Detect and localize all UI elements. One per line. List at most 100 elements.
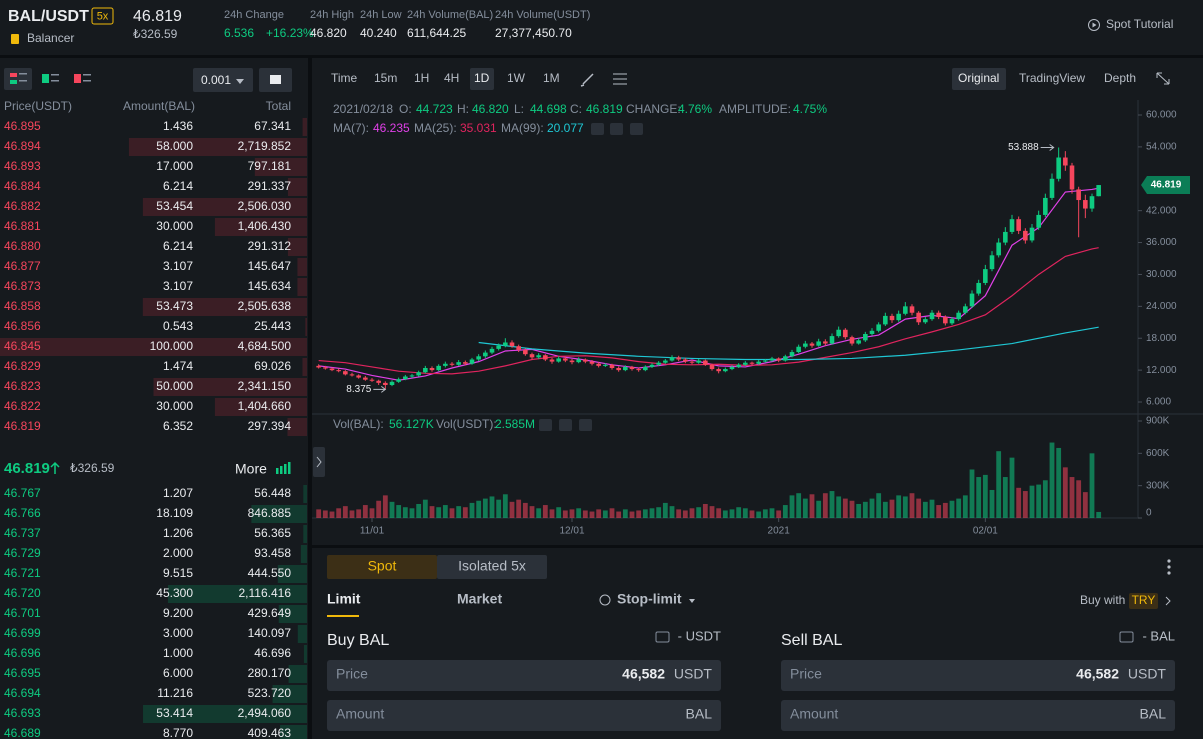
order-amount[interactable]: 6.214 <box>163 179 193 193</box>
currency[interactable]: TRY <box>1132 593 1156 607</box>
order-total[interactable]: 2,494.060 <box>238 706 292 720</box>
order-price[interactable]: 46.699 <box>4 626 41 640</box>
legend-icon[interactable] <box>539 419 552 431</box>
tutorial-link[interactable]: Spot Tutorial <box>1106 17 1173 31</box>
spot-tab[interactable] <box>327 555 437 579</box>
order-price[interactable]: 46.701 <box>4 606 41 620</box>
order-amount[interactable]: 17.000 <box>156 159 193 173</box>
order-price[interactable]: 46.894 <box>4 139 41 153</box>
order-price[interactable]: 46.895 <box>4 119 41 133</box>
order-total[interactable]: 409.463 <box>248 726 292 739</box>
order-total[interactable]: 280.170 <box>248 666 292 680</box>
currency-badge[interactable] <box>1129 593 1158 609</box>
interval-button[interactable]: 1M <box>543 71 560 85</box>
order-amount[interactable]: 9.515 <box>163 566 193 580</box>
order-total[interactable]: 291.312 <box>248 239 292 253</box>
fullscreen-icon[interactable] <box>1156 72 1170 85</box>
amount-input[interactable] <box>781 700 1175 731</box>
order-total[interactable]: 297.394 <box>248 419 292 433</box>
order-amount[interactable]: 11.216 <box>157 686 193 700</box>
menu-dot[interactable] <box>1167 571 1171 575</box>
order-amount[interactable]: 18.109 <box>156 506 193 520</box>
order-price[interactable]: 46.858 <box>4 299 41 313</box>
order-total[interactable]: 2,506.030 <box>238 199 292 213</box>
order-amount[interactable]: 58.000 <box>156 139 193 153</box>
interval-button[interactable]: Time <box>331 71 358 85</box>
order-price[interactable]: 46.694 <box>4 686 41 700</box>
tab-label[interactable]: Spot <box>368 558 397 574</box>
order-price[interactable]: 46.819 <box>4 419 41 433</box>
order-amount[interactable]: 9.200 <box>163 606 193 620</box>
view-button[interactable]: Depth <box>1104 71 1136 85</box>
order-price[interactable]: 46.693 <box>4 706 41 720</box>
order-total[interactable]: 1,406.430 <box>238 219 292 233</box>
order-price[interactable]: 46.882 <box>4 199 41 213</box>
legend-icon[interactable] <box>610 123 623 135</box>
order-amount[interactable]: 30.000 <box>156 219 193 233</box>
order-amount[interactable]: 6.352 <box>163 419 193 433</box>
interval-button[interactable]: 1D <box>474 71 490 85</box>
order-price[interactable]: 46.823 <box>4 379 41 393</box>
order-total[interactable]: 2,505.638 <box>238 299 292 313</box>
order-price[interactable]: 46.766 <box>4 506 41 520</box>
order-amount[interactable]: 1.436 <box>163 119 193 133</box>
order-amount[interactable]: 1.000 <box>163 646 193 660</box>
order-price[interactable]: 46.845 <box>4 339 41 353</box>
order-price[interactable]: 46.856 <box>4 319 41 333</box>
order-amount[interactable]: 8.770 <box>163 726 193 739</box>
order-total[interactable]: 797.181 <box>248 159 292 173</box>
view-button[interactable]: TradingView <box>1019 71 1085 85</box>
order-amount[interactable]: 1.474 <box>163 359 193 373</box>
amount-input[interactable] <box>327 700 721 731</box>
order-amount[interactable]: 30.000 <box>156 399 193 413</box>
order-amount[interactable]: 53.454 <box>156 199 193 213</box>
interval-button[interactable]: 1W <box>507 71 526 85</box>
order-price[interactable]: 46.689 <box>4 726 41 739</box>
interval-button[interactable]: 4H <box>444 71 459 85</box>
menu-dot[interactable] <box>1167 559 1171 563</box>
order-price[interactable]: 46.695 <box>4 666 41 680</box>
order-price[interactable]: 46.767 <box>4 486 41 500</box>
order-amount[interactable]: 6.214 <box>163 239 193 253</box>
order-type[interactable]: Market <box>457 591 502 607</box>
mode-button[interactable] <box>4 68 32 90</box>
legend-icon[interactable] <box>630 123 643 135</box>
order-total[interactable]: 444.550 <box>248 566 292 580</box>
order-total[interactable]: 145.634 <box>248 279 292 293</box>
legend-icon[interactable] <box>559 419 572 431</box>
order-amount[interactable]: 50.000 <box>156 379 193 393</box>
order-price[interactable]: 46.873 <box>4 279 41 293</box>
order-price[interactable]: 46.893 <box>4 159 41 173</box>
legend-icon[interactable] <box>579 419 592 431</box>
order-price[interactable]: 46.829 <box>4 359 41 373</box>
legend-icon[interactable] <box>591 123 604 135</box>
order-price[interactable]: 46.881 <box>4 219 41 233</box>
order-type[interactable]: Limit <box>327 591 361 607</box>
order-amount[interactable]: 0.543 <box>163 319 193 333</box>
order-total[interactable]: 2,341.150 <box>238 379 292 393</box>
order-amount[interactable]: 53.414 <box>156 706 193 720</box>
order-price[interactable]: 46.721 <box>4 566 41 580</box>
tab-label[interactable]: Isolated 5x <box>458 558 526 574</box>
order-total[interactable]: 93.458 <box>254 546 291 560</box>
price-input[interactable] <box>781 660 1175 691</box>
order-amount[interactable]: 6.000 <box>163 666 193 680</box>
order-type[interactable]: Stop-limit <box>617 591 682 607</box>
order-total[interactable]: 46.696 <box>254 646 291 660</box>
precision-select[interactable] <box>193 68 253 92</box>
order-total[interactable]: 140.097 <box>248 626 292 640</box>
isolated-tab[interactable] <box>437 555 547 579</box>
order-price[interactable]: 46.884 <box>4 179 41 193</box>
order-price[interactable]: 46.822 <box>4 399 41 413</box>
order-total[interactable]: 56.365 <box>254 526 291 540</box>
price-input[interactable] <box>327 660 721 691</box>
order-price[interactable]: 46.880 <box>4 239 41 253</box>
order-total[interactable]: 4,684.500 <box>238 339 292 353</box>
view-button[interactable]: Original <box>958 71 999 85</box>
order-total[interactable]: 69.026 <box>254 359 291 373</box>
more-button[interactable]: More <box>235 461 267 477</box>
order-price[interactable]: 46.877 <box>4 259 41 273</box>
order-total[interactable]: 429.649 <box>248 606 292 620</box>
book-mode-buttons[interactable] <box>4 68 91 90</box>
order-amount[interactable]: 45.300 <box>156 586 193 600</box>
